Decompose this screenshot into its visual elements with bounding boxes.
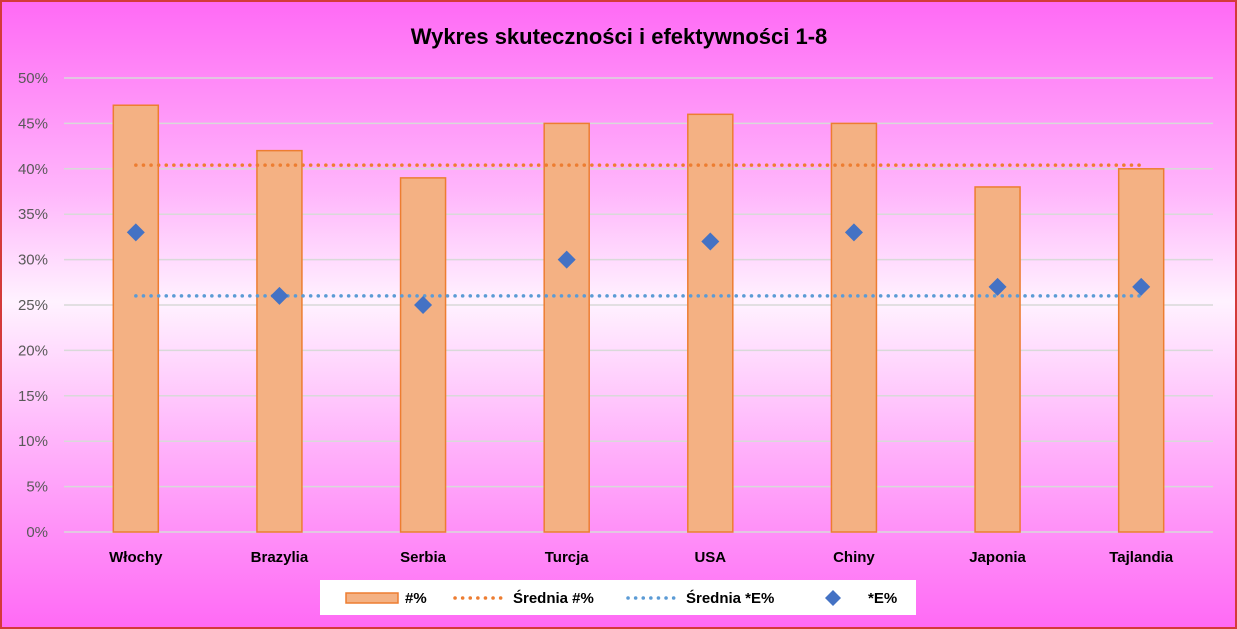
x-tick-label: USA (694, 549, 726, 566)
x-tick-label: Serbia (400, 549, 447, 566)
bar (256, 149, 303, 533)
data-point (270, 286, 289, 305)
x-tick-label: Włochy (109, 549, 163, 566)
bar (399, 177, 447, 533)
legend-label: *E% (868, 590, 897, 607)
legend-marker-bar (345, 592, 399, 604)
y-tick-label: 15% (18, 388, 48, 405)
y-tick-label: 30% (18, 252, 48, 269)
x-tick-label: Chiny (833, 549, 875, 566)
data-point (701, 232, 720, 251)
bar (112, 104, 160, 533)
data-point (414, 296, 433, 314)
legend-label: #% (405, 590, 427, 607)
y-tick-label: 45% (18, 115, 48, 132)
y-tick-label: 40% (18, 161, 48, 178)
y-tick-label: 20% (18, 342, 48, 359)
y-axis-ticks: 0% 5% 10% 15% 20% 25% 30% 35% 40% 45% 50% (18, 70, 48, 541)
x-axis-ticks: Włochy Brazylia Serbia Turcja USA Chiny Japoni… (109, 549, 1174, 566)
y-tick-label: 50% (18, 70, 48, 87)
y-tick-label: 35% (18, 206, 48, 223)
y-tick-label: 10% (18, 433, 48, 450)
data-point (1132, 277, 1151, 296)
legend-label: Średnia *E% (686, 589, 774, 607)
legend-background (320, 580, 916, 615)
legend: #% Średnia #% Średnia *E% *E% (345, 589, 897, 607)
x-tick-label: Tajlandia (1109, 549, 1174, 566)
bar (974, 186, 1021, 533)
y-tick-label: 25% (18, 297, 48, 314)
bar (1117, 168, 1165, 533)
x-tick-label: Japonia (969, 549, 1026, 566)
bar (687, 113, 734, 533)
bar (543, 122, 590, 533)
grid-lines (64, 77, 1213, 533)
data-point (557, 250, 576, 269)
data-point (126, 223, 145, 242)
x-tick-label: Brazylia (251, 549, 309, 566)
bar (830, 122, 878, 533)
data-point (988, 277, 1007, 296)
average-lines (134, 163, 1143, 298)
y-tick-label: 5% (26, 479, 48, 496)
bar-series (112, 104, 1165, 533)
data-point (844, 223, 863, 242)
y-tick-label: 0% (26, 524, 48, 541)
scatter-series (126, 223, 1151, 314)
chart-title: Wykres skuteczności i efektywności 1-8 (411, 24, 828, 49)
legend-label: Średnia #% (513, 589, 594, 607)
legend-marker-diamond (825, 590, 841, 606)
x-tick-label: Turcja (545, 549, 590, 566)
